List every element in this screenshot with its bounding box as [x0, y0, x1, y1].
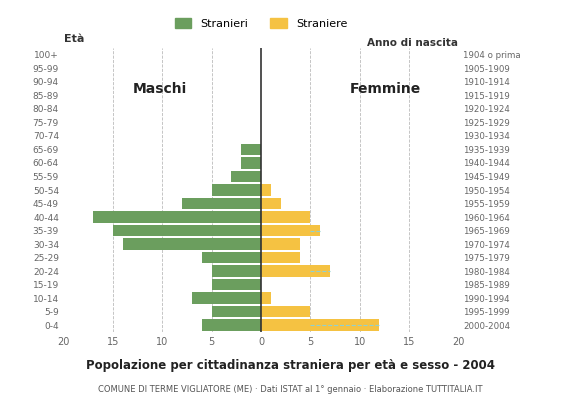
Bar: [212, 306, 261, 318]
Text: COMUNE DI TERME VIGLIATORE (ME) · Dati ISTAT al 1° gennaio · Elaborazione TUTTIT: COMUNE DI TERME VIGLIATORE (ME) · Dati I…: [98, 386, 482, 394]
Bar: [261, 198, 281, 209]
Bar: [241, 144, 261, 155]
Bar: [261, 211, 310, 223]
Legend: Stranieri, Straniere: Stranieri, Straniere: [171, 14, 351, 34]
Bar: [202, 252, 261, 263]
Bar: [212, 279, 261, 290]
Bar: [123, 238, 261, 250]
Text: Femmine: Femmine: [350, 82, 421, 96]
Bar: [261, 225, 320, 236]
Bar: [261, 292, 271, 304]
Bar: [261, 184, 271, 196]
Bar: [261, 238, 300, 250]
Bar: [261, 320, 379, 331]
Text: Popolazione per cittadinanza straniera per età e sesso - 2004: Popolazione per cittadinanza straniera p…: [85, 360, 495, 372]
Bar: [231, 171, 261, 182]
Text: Anno di nascita: Anno di nascita: [367, 38, 458, 48]
Bar: [113, 225, 261, 236]
Bar: [182, 198, 261, 209]
Bar: [261, 306, 310, 318]
Bar: [202, 320, 261, 331]
Bar: [212, 184, 261, 196]
Text: Maschi: Maschi: [133, 82, 187, 96]
Bar: [93, 211, 261, 223]
Text: Età: Età: [64, 34, 84, 44]
Bar: [212, 265, 261, 277]
Bar: [261, 265, 330, 277]
Bar: [261, 252, 300, 263]
Bar: [241, 157, 261, 169]
Bar: [192, 292, 261, 304]
